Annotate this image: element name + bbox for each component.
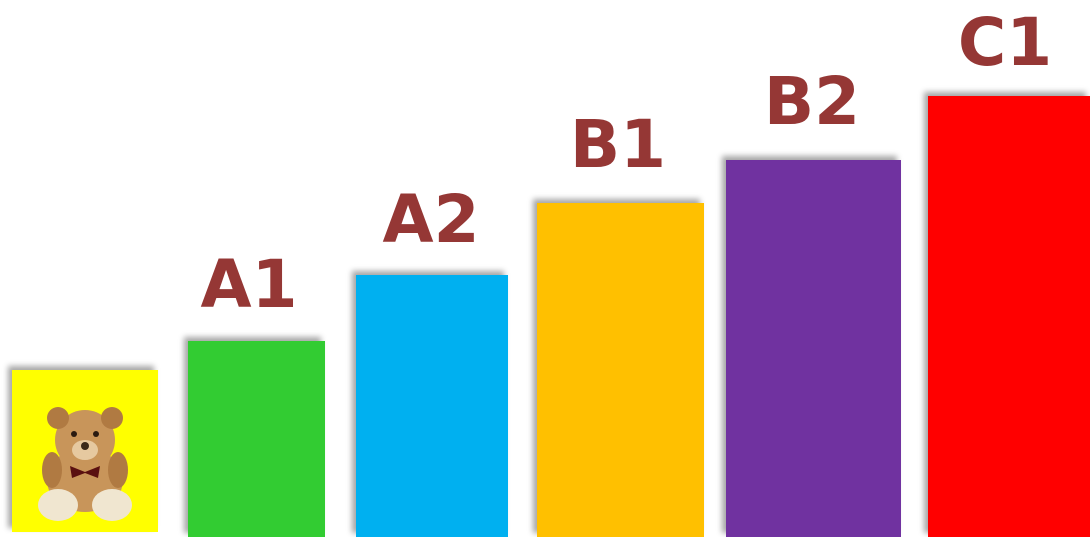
step-block xyxy=(928,96,1090,537)
step-label: B1 xyxy=(570,106,666,183)
step-block xyxy=(726,160,901,537)
teddy-bear-icon xyxy=(38,407,132,521)
step-block xyxy=(188,341,325,537)
step-label: A1 xyxy=(200,246,297,323)
step-label: C1 xyxy=(958,4,1052,81)
step-block xyxy=(537,203,704,537)
start-block xyxy=(12,370,158,532)
step-block xyxy=(356,275,508,537)
step-label: B2 xyxy=(764,63,860,140)
step-label: A2 xyxy=(382,181,479,258)
